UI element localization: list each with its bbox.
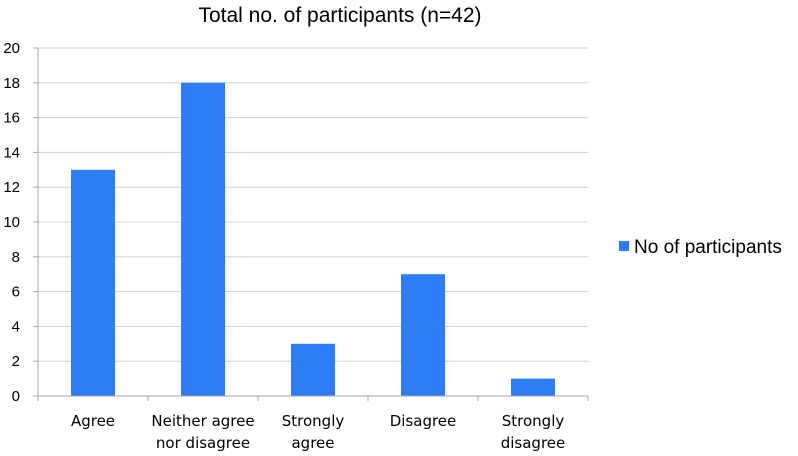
y-tick-label: 14: [3, 144, 20, 161]
bar: [401, 274, 445, 396]
legend-label: No of participants: [634, 237, 782, 258]
x-tick-label: Strongly disagree: [501, 412, 566, 452]
bars: [71, 82, 555, 397]
x-tick-label: Agree: [71, 412, 115, 430]
y-axis-ticks: 0 2 4 6 8 10 12 14 16 18 20: [3, 40, 20, 405]
gridlines: [33, 47, 588, 397]
legend: No of participants: [619, 237, 782, 258]
x-axis-ticks: Agree Neither agree nor disagree Strongly ag…: [71, 412, 565, 452]
y-tick-label: 18: [3, 75, 20, 92]
y-tick-label: 2: [12, 353, 20, 370]
y-tick-label: 16: [3, 110, 20, 127]
y-tick-label: 12: [3, 179, 20, 196]
y-tick-label: 10: [3, 214, 20, 231]
y-tick-label: 8: [12, 249, 20, 266]
chart-title: Total no. of participants (n=42): [198, 4, 481, 27]
y-tick-label: 4: [12, 318, 20, 335]
y-tick-label: 0: [12, 388, 20, 405]
bar: [181, 82, 225, 397]
x-tick-label: Neither agree nor disagree: [151, 412, 254, 452]
y-tick-label: 6: [12, 284, 20, 301]
axes: [37, 48, 589, 401]
x-tick-label: Disagree: [390, 412, 457, 430]
legend-swatch: [619, 241, 629, 251]
y-tick-label: 20: [3, 40, 20, 57]
x-tick-label: Strongly agree: [282, 412, 345, 452]
bar: [291, 343, 335, 396]
bar: [511, 378, 555, 396]
bar: [71, 169, 115, 396]
